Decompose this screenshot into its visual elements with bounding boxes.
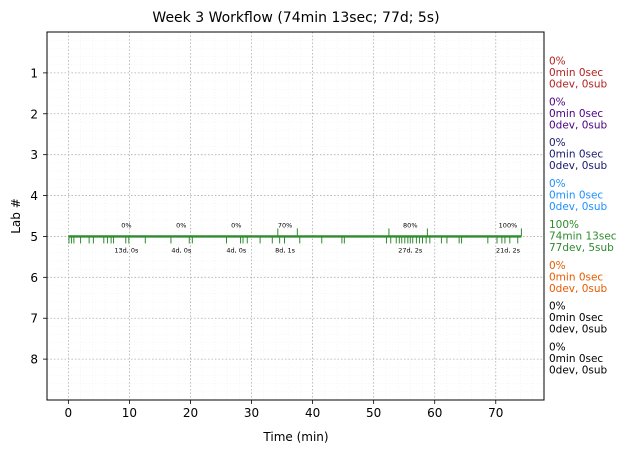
grid (47, 32, 544, 400)
segment-percent: 0% (176, 221, 186, 229)
lab-summary-line: 0% (549, 260, 566, 272)
lab-summary-line: 0% (549, 301, 566, 313)
lab-summary-line: 0% (549, 342, 566, 354)
segment-info: 27d, 2s (398, 246, 423, 254)
lab-summary-line: 0% (549, 178, 566, 190)
segment-percent: 100% (499, 221, 518, 229)
plot-frame (46, 31, 545, 401)
lab-summary-line: 0min 0sec (549, 271, 603, 283)
segment-percent: 70% (278, 221, 292, 229)
lab-summary-line: 0dev, 0sub (549, 119, 608, 131)
x-tick-label: 10 (122, 406, 137, 420)
y-tick-label: 1 (30, 66, 38, 80)
y-tick-label: 6 (30, 271, 38, 285)
lab-summary-line: 0min 0sec (549, 108, 603, 120)
y-tick-label: 2 (30, 107, 38, 121)
lab-summary-line: 100% (549, 219, 579, 231)
segment-percent: 80% (403, 221, 417, 229)
x-tick-label: 50 (366, 406, 381, 420)
lab-summary-line: 77dev, 5sub (549, 242, 614, 254)
x-tick-label: 70 (488, 406, 503, 420)
lab-summary-line: 0min 0sec (549, 67, 603, 79)
lab-summary-line: 0min 0sec (549, 312, 603, 324)
segment-info: 4d, 0s (171, 246, 192, 254)
timeline-marks: 0% 13d, 0s 0% 4d, 0s 0% 4d, 0s 70% 8d, 1s 80% 27d… (68, 221, 522, 254)
segment-info: 21d, 2s (496, 246, 521, 254)
segment-percent: 0% (121, 221, 131, 229)
lab-summary-line: 0dev, 0sub (549, 160, 608, 172)
segment-percent: 0% (231, 221, 241, 229)
y-tick-label: 4 (30, 189, 38, 203)
lab-summary-line: 0dev, 0sub (549, 365, 608, 377)
y-tick-label: 3 (30, 148, 38, 162)
segment-info: 13d, 0s (114, 246, 139, 254)
x-axis-label: Time (min) (262, 430, 328, 444)
lab-summary-line: 0dev, 0sub (549, 78, 608, 90)
lab-summary-line: 0dev, 0sub (549, 283, 608, 295)
lab-summary-line: 0% (549, 137, 566, 149)
x-tick-label: 30 (244, 406, 259, 420)
chart-title: Week 3 Workflow (74min 13sec; 77d; 5s) (152, 10, 439, 26)
segment-info: 8d, 1s (275, 246, 296, 254)
x-tick-label: 20 (183, 406, 198, 420)
lab-summary-line: 0% (549, 55, 566, 67)
lab-summary-line: 0% (549, 96, 566, 108)
lab-summary-line: 74min 13sec (549, 230, 617, 242)
y-axis: 1 2 3 4 5 6 7 8 (30, 66, 47, 367)
x-axis: 0 10 20 30 40 50 60 70 (65, 400, 503, 420)
lab-summary-line: 0min 0sec (549, 353, 603, 365)
x-tick-label: 40 (305, 406, 320, 420)
lab-summary-line: 0min 0sec (549, 149, 603, 161)
y-axis-label: Lab # (9, 198, 23, 234)
lab-summary-line: 0min 0sec (549, 190, 603, 202)
x-tick-label: 0 (65, 406, 73, 420)
x-tick-label: 60 (427, 406, 442, 420)
segment-info: 4d, 0s (226, 246, 247, 254)
y-tick-label: 5 (30, 230, 38, 244)
lab-summary-line: 0dev, 0sub (549, 201, 608, 213)
y-tick-label: 7 (30, 312, 38, 326)
lab-summary-line: 0dev, 0sub (549, 324, 608, 336)
y-tick-label: 8 (30, 353, 38, 367)
